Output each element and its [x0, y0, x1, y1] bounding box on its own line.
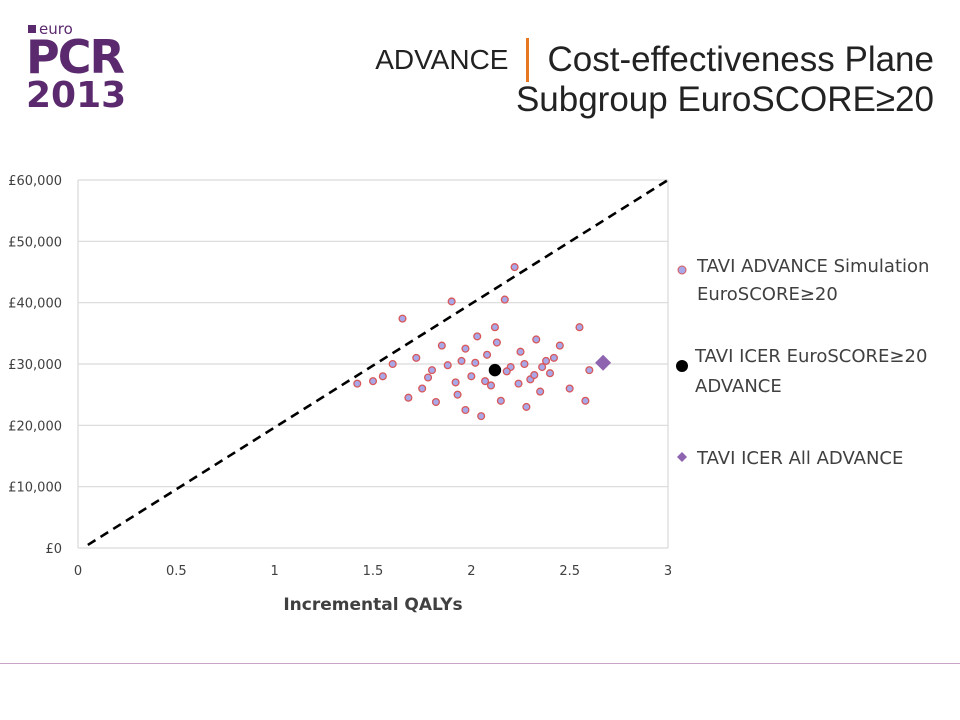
x-axis-title: Incremental QALYs	[283, 595, 462, 615]
simulation-point	[575, 323, 584, 332]
simulation-point	[516, 347, 525, 356]
simulation-point	[500, 295, 509, 304]
y-tick-label: £10,000	[8, 481, 62, 496]
simulation-point	[536, 387, 545, 396]
y-tick-label: £60,000	[8, 174, 62, 189]
slide-header: ADVANCE Cost-effectiveness Plane	[375, 38, 934, 82]
simulation-point	[585, 366, 594, 375]
simulation-point	[545, 369, 555, 378]
simulation-point	[514, 379, 523, 388]
x-tick-label: 0.5	[166, 564, 187, 579]
icer-all-point	[595, 354, 612, 371]
y-tick-label: £40,000	[8, 297, 62, 312]
simulation-point	[461, 405, 470, 415]
x-tick-label: 1.5	[363, 564, 384, 579]
simulation-point	[404, 393, 413, 402]
study-label: ADVANCE	[375, 44, 509, 75]
simulation-point	[431, 397, 440, 407]
icer-subgroup-point	[488, 363, 502, 377]
legend-marker-simulation	[677, 265, 687, 275]
simulation-point	[457, 356, 466, 365]
simulation-point	[473, 332, 482, 341]
simulation-point	[520, 359, 529, 369]
legend-label-icer-subgroup: ADVANCE	[695, 376, 782, 397]
simulation-point	[549, 353, 558, 362]
simulation-point	[471, 358, 480, 367]
simulation-point	[532, 335, 541, 344]
simulation-point	[353, 379, 362, 388]
logo-euro: euro	[28, 20, 73, 38]
y-tick-label: £50,000	[8, 235, 62, 250]
simulation-point	[451, 378, 460, 387]
simulation-point	[453, 390, 462, 399]
simulation-point	[483, 350, 492, 359]
logo-year: 2013	[26, 75, 127, 116]
simulation-point	[461, 344, 470, 353]
x-tick-label: 1	[271, 564, 279, 579]
legend-label-simulation: TAVI ADVANCE Simulation	[696, 256, 929, 277]
simulation-point	[492, 338, 501, 347]
x-tick-label: 0	[74, 564, 82, 579]
simulation-point	[496, 396, 505, 405]
simulation-point	[424, 373, 433, 382]
simulation-point	[477, 412, 486, 421]
europcr-logo: euro PCR 2013	[26, 20, 136, 116]
threshold-line	[87, 178, 669, 547]
simulation-point	[437, 341, 446, 350]
legend-label-simulation: EuroSCORE≥20	[697, 284, 838, 305]
title-separator	[526, 38, 530, 82]
simulation-point	[481, 377, 490, 386]
y-tick-label: £20,000	[8, 419, 62, 434]
simulation-point	[378, 372, 387, 381]
simulation-point	[368, 377, 378, 386]
simulation-point	[565, 384, 574, 393]
x-tick-label: 3	[664, 564, 672, 579]
simulation-point	[443, 361, 452, 370]
footer-divider	[0, 663, 960, 664]
slide-subtitle: Subgroup EuroSCORE≥20	[515, 80, 934, 119]
simulation-point	[522, 402, 531, 411]
simulation-point	[427, 366, 437, 375]
legend-marker-icer-subgroup	[676, 360, 688, 372]
simulation-point	[581, 396, 590, 405]
simulation-point	[542, 356, 551, 365]
simulation-point	[555, 341, 564, 350]
y-tick-label: £0	[45, 542, 62, 557]
x-tick-label: 2	[467, 564, 475, 579]
simulation-point	[398, 314, 407, 323]
simulation-point	[447, 297, 456, 306]
y-tick-label: £30,000	[8, 358, 62, 373]
legend-label-icer-all: TAVI ICER All ADVANCE	[696, 448, 903, 469]
simulation-point	[502, 367, 511, 376]
simulation-point	[418, 384, 427, 393]
simulation-point	[388, 359, 397, 369]
x-tick-label: 2.5	[559, 564, 580, 579]
legend-marker-icer-all	[677, 452, 687, 462]
simulation-point	[486, 381, 496, 390]
simulation-point	[467, 372, 476, 381]
simulation-point	[538, 363, 547, 372]
slide-title: Cost-effectiveness Plane	[547, 40, 934, 79]
simulation-point	[530, 370, 539, 380]
simulation-point	[510, 263, 519, 272]
legend-label-icer-subgroup: TAVI ICER EuroSCORE≥20	[694, 346, 927, 367]
simulation-point	[412, 353, 421, 362]
logo-brand: PCR	[26, 30, 125, 84]
simulation-point	[490, 323, 499, 332]
